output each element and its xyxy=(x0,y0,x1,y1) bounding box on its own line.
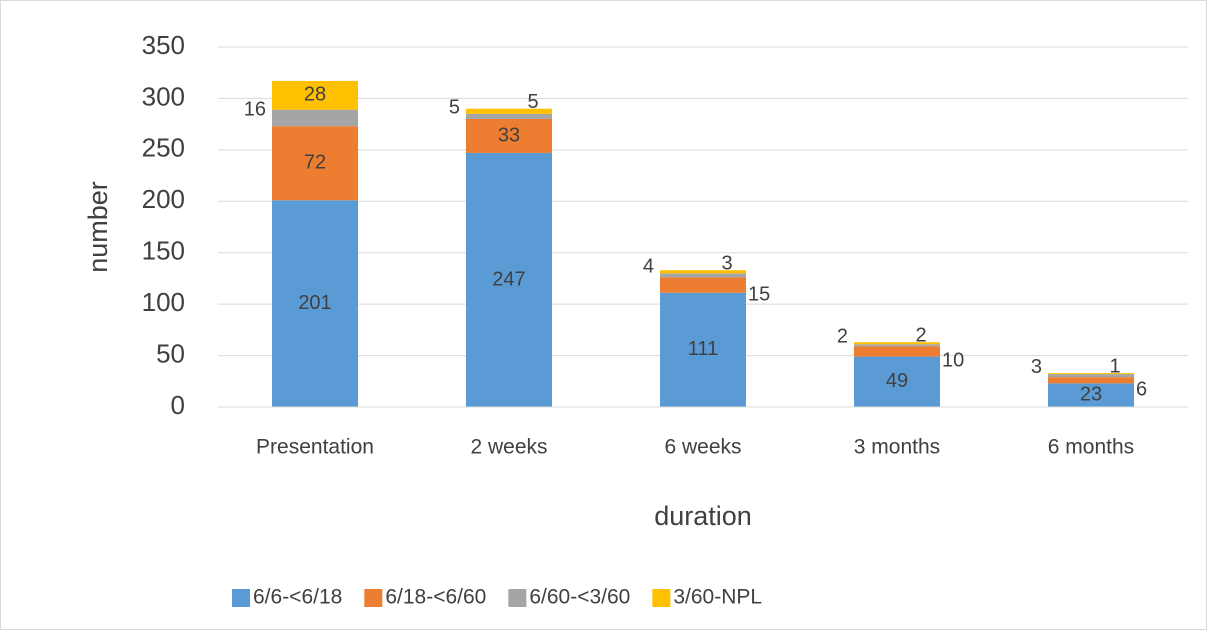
y-tick-label: 250 xyxy=(142,133,185,163)
y-tick-label: 350 xyxy=(142,30,185,60)
bar-segment xyxy=(272,109,358,127)
data-label: 72 xyxy=(304,152,326,174)
data-label: 5 xyxy=(449,97,460,119)
bar-segment xyxy=(854,346,940,357)
data-label: 23 xyxy=(1080,383,1102,405)
bar-segment xyxy=(272,200,358,407)
y-tick-label: 200 xyxy=(142,184,185,214)
bar-segment xyxy=(660,277,746,293)
y-tick-label: 300 xyxy=(142,81,185,111)
legend-label: 3/60-NPL xyxy=(673,586,762,609)
data-label: 1 xyxy=(1109,355,1120,377)
legend-swatch xyxy=(364,589,383,607)
data-label: 6 xyxy=(1136,379,1147,401)
y-tick-label: 150 xyxy=(142,236,185,266)
legend-swatch xyxy=(508,589,527,607)
data-label: 111 xyxy=(688,338,718,360)
x-tick-label: 6 weeks xyxy=(664,436,741,459)
data-label: 28 xyxy=(304,84,326,106)
data-label: 10 xyxy=(942,350,964,372)
x-tick-label: 6 months xyxy=(1048,436,1134,459)
bar-segment xyxy=(1048,374,1134,378)
data-label: 49 xyxy=(886,370,908,392)
bar-segment xyxy=(660,270,746,274)
x-tick-label: Presentation xyxy=(256,436,374,459)
bar-segment xyxy=(1048,377,1134,384)
legend-swatch xyxy=(652,589,671,607)
x-tick-label: 2 weeks xyxy=(470,436,547,459)
bar-segment xyxy=(466,113,552,119)
bar-segment xyxy=(854,344,940,347)
legend-label: 6/6-<6/18 xyxy=(253,586,342,609)
bar-segment xyxy=(466,108,552,114)
data-label: 16 xyxy=(244,98,266,120)
bar-segment xyxy=(466,152,552,407)
bar-segment xyxy=(660,273,746,278)
data-label: 2 xyxy=(837,326,848,348)
data-label: 15 xyxy=(748,283,770,305)
data-label: 3 xyxy=(721,252,732,274)
y-tick-label: 50 xyxy=(156,338,185,368)
y-tick-label: 100 xyxy=(142,287,185,317)
y-tick-label: 0 xyxy=(171,390,185,420)
data-label: 2 xyxy=(915,324,926,346)
x-tick-label: 3 months xyxy=(854,436,940,459)
bar-segment xyxy=(1048,383,1134,407)
bar-segment xyxy=(854,356,940,407)
data-label: 33 xyxy=(498,124,520,146)
bar-segment xyxy=(272,80,358,110)
data-label: 247 xyxy=(492,268,525,290)
bar-segment xyxy=(660,292,746,407)
y-axis-title: number xyxy=(83,181,113,273)
x-axis-title: duration xyxy=(654,501,752,531)
data-label: 3 xyxy=(1031,356,1042,378)
bar-segment xyxy=(466,119,552,153)
data-label: 5 xyxy=(527,91,538,113)
data-label: 201 xyxy=(298,292,331,314)
legend-label: 6/60-<3/60 xyxy=(529,586,630,609)
bar-segment xyxy=(272,126,358,201)
legend-label: 6/18-<6/60 xyxy=(385,586,486,609)
bar-segment xyxy=(1048,373,1134,375)
data-label: 4 xyxy=(643,256,654,278)
bar-segment xyxy=(854,342,940,345)
legend-swatch xyxy=(232,589,250,607)
